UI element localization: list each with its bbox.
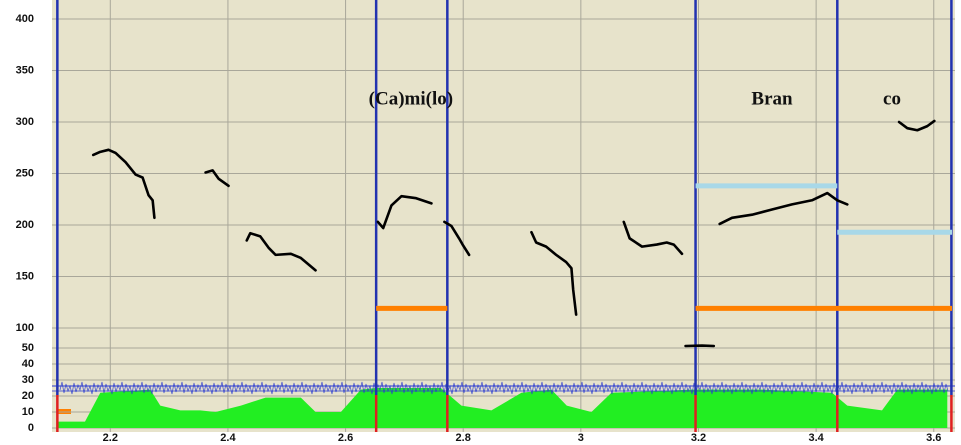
syllable-label: Bran [751,89,793,110]
plot-background [52,0,955,432]
y-tick-label: 300 [16,116,34,128]
y-tick-label: 350 [16,64,34,76]
x-tick-label: 3.4 [808,432,824,444]
x-tick-label: 2.8 [456,432,471,444]
y-tick-label: 150 [16,270,34,282]
pitch-contour [530,230,578,316]
pitch-contour [376,194,433,230]
x-tick-label: 3 [578,432,584,444]
x-tick-label: 3.2 [691,432,706,444]
y-tick-label: 400 [16,13,34,25]
y-tick-label: 10 [22,406,34,418]
syllable-label: co [883,89,901,110]
pitch-contour [91,148,156,220]
x-tick-label: 2.4 [220,432,236,444]
y-tick-label: 0 [28,422,34,434]
pitch-contour [622,220,684,256]
x-tick-label: 3.6 [926,432,941,444]
energy-area [57,388,948,428]
syllable-label: (Ca)mi(lo) [369,89,453,110]
y-tick-label: 250 [16,167,34,179]
y-tick-label: 50 [22,342,34,354]
y-tick-label: 20 [22,390,34,402]
y-tick-label: 100 [16,322,34,334]
pitch-contour [718,191,849,226]
x-tick-label: 2.6 [338,432,353,444]
pitch-contour [204,169,230,188]
y-tick-label: 200 [16,219,34,231]
waveform [59,381,949,395]
pitch-contour [245,231,317,272]
y-tick-label: 40 [22,358,34,370]
y-tick-label: 30 [22,374,34,386]
pitch-contour [443,220,471,257]
x-tick-label: 2.2 [103,432,118,444]
pitch-contour [897,119,936,132]
